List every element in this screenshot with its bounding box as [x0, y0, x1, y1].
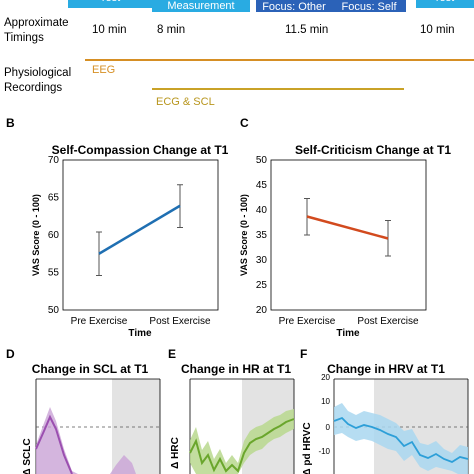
timing-4: 10 min [420, 24, 455, 36]
chart-d-title: Change in SCL at T1 [32, 362, 149, 376]
chart-c-ytick: 25 [256, 280, 268, 291]
chart-e-ylabel: Δ HRC [170, 437, 181, 469]
timing-2: 8 min [157, 24, 186, 36]
chart-b-marks [96, 184, 183, 276]
chart-f-hrv: Change in HRV at T1 20 10 0 -10 Δ pd HRV… [302, 362, 469, 474]
chart-e-hr: Change in HR at T1 Δ HRC [170, 362, 295, 474]
chart-b-ytick: 60 [48, 230, 60, 241]
panel-label-c: C [240, 116, 249, 130]
chart-b-mean-line [98, 204, 181, 255]
chart-c-ylabel: VAS Score (0 - 100) [239, 194, 249, 276]
chart-e-title: Change in HR at T1 [181, 362, 291, 376]
chart-b-xtick-post: Post Exercise [149, 316, 211, 327]
chart-c-xtick-pre: Pre Exercise [279, 316, 336, 327]
chart-c-marks [304, 198, 391, 257]
chart-c-xlabel: Time [336, 328, 360, 339]
chart-c-ytick: 35 [256, 230, 268, 241]
approximate-timings-label: Approximate Timings [4, 17, 69, 44]
chart-e-mean-line [189, 418, 295, 473]
chart-f-ytick: 0 [326, 423, 331, 432]
chart-d-ylabel: Δ SCLC [22, 438, 33, 474]
chart-f-ytick: -10 [318, 447, 330, 456]
timeline-box-rest-start: rest [68, 0, 154, 8]
panel-label-d: D [6, 347, 15, 361]
chart-b-frame [62, 159, 219, 311]
chart-c-yticks: 20 25 30 35 40 45 50 [256, 155, 268, 316]
ecg-scl-label: ECG & SCL [156, 96, 215, 108]
chart-b-ytick: 70 [48, 155, 60, 166]
timeline-box-focus-self: Focus: Self [332, 0, 406, 12]
chart-b-ytick: 65 [48, 193, 60, 204]
chart-b-ytick: 50 [48, 305, 60, 316]
chart-f-title: Change in HRV at T1 [327, 362, 445, 376]
chart-f-ytick: 20 [321, 373, 330, 382]
chart-d-mean-line [35, 414, 73, 474]
eeg-label: EEG [92, 64, 116, 76]
chart-b-yticks: 50 55 60 65 70 [48, 155, 60, 316]
chart-c-ytick: 40 [256, 205, 268, 216]
chart-d-ci-band [36, 407, 136, 474]
chart-c-xtick-post: Post Exercise [357, 316, 419, 327]
panel-label-b: B [6, 116, 15, 130]
chart-c-self-criticism: Self-Criticism Change at T1 20 25 30 35 … [239, 143, 451, 339]
ecg-scl-line [152, 88, 404, 90]
timeline-box-measurement: Measurement [152, 0, 250, 12]
chart-b-xtick-pre: Pre Exercise [71, 316, 128, 327]
chart-f-yticks: 20 10 0 -10 [318, 373, 330, 456]
chart-f-mean-line [333, 416, 469, 463]
physiological-recordings-label: Physiological Recordings [4, 67, 72, 94]
eeg-line [85, 59, 474, 61]
chart-b-ylabel: VAS Score (0 - 100) [31, 194, 41, 276]
chart-d-scl: Change in SCL at T1 Δ SCLC [22, 362, 161, 474]
chart-b-self-compassion: Self-Compassion Change at T1 50 55 60 65… [31, 143, 229, 339]
panel-label-f: F [300, 347, 308, 361]
chart-c-ytick: 30 [256, 255, 268, 266]
chart-b-ytick: 55 [48, 268, 60, 279]
panel-label-e: E [168, 347, 177, 361]
chart-e-ci-band [190, 409, 294, 474]
timeline-box-rest-end: rest [416, 0, 474, 8]
timing-3: 11.5 min [285, 24, 329, 36]
chart-c-ytick: 45 [256, 180, 268, 191]
chart-f-ytick: 10 [321, 397, 330, 406]
chart-b-title: Self-Compassion Change at T1 [52, 143, 229, 157]
chart-c-frame [270, 159, 427, 311]
timing-1: 10 min [92, 24, 127, 36]
timeline-box-focus-other: Focus: Other [256, 0, 332, 12]
chart-c-title: Self-Criticism Change at T1 [295, 143, 451, 157]
chart-c-ytick: 50 [256, 155, 268, 166]
chart-c-ytick: 20 [256, 305, 268, 316]
chart-c-mean-line [306, 215, 389, 240]
chart-f-ylabel: Δ pd HRVC [302, 422, 313, 474]
chart-d-shaded-region [112, 379, 160, 474]
chart-f-ci-band [334, 403, 468, 474]
chart-b-xlabel: Time [128, 328, 152, 339]
